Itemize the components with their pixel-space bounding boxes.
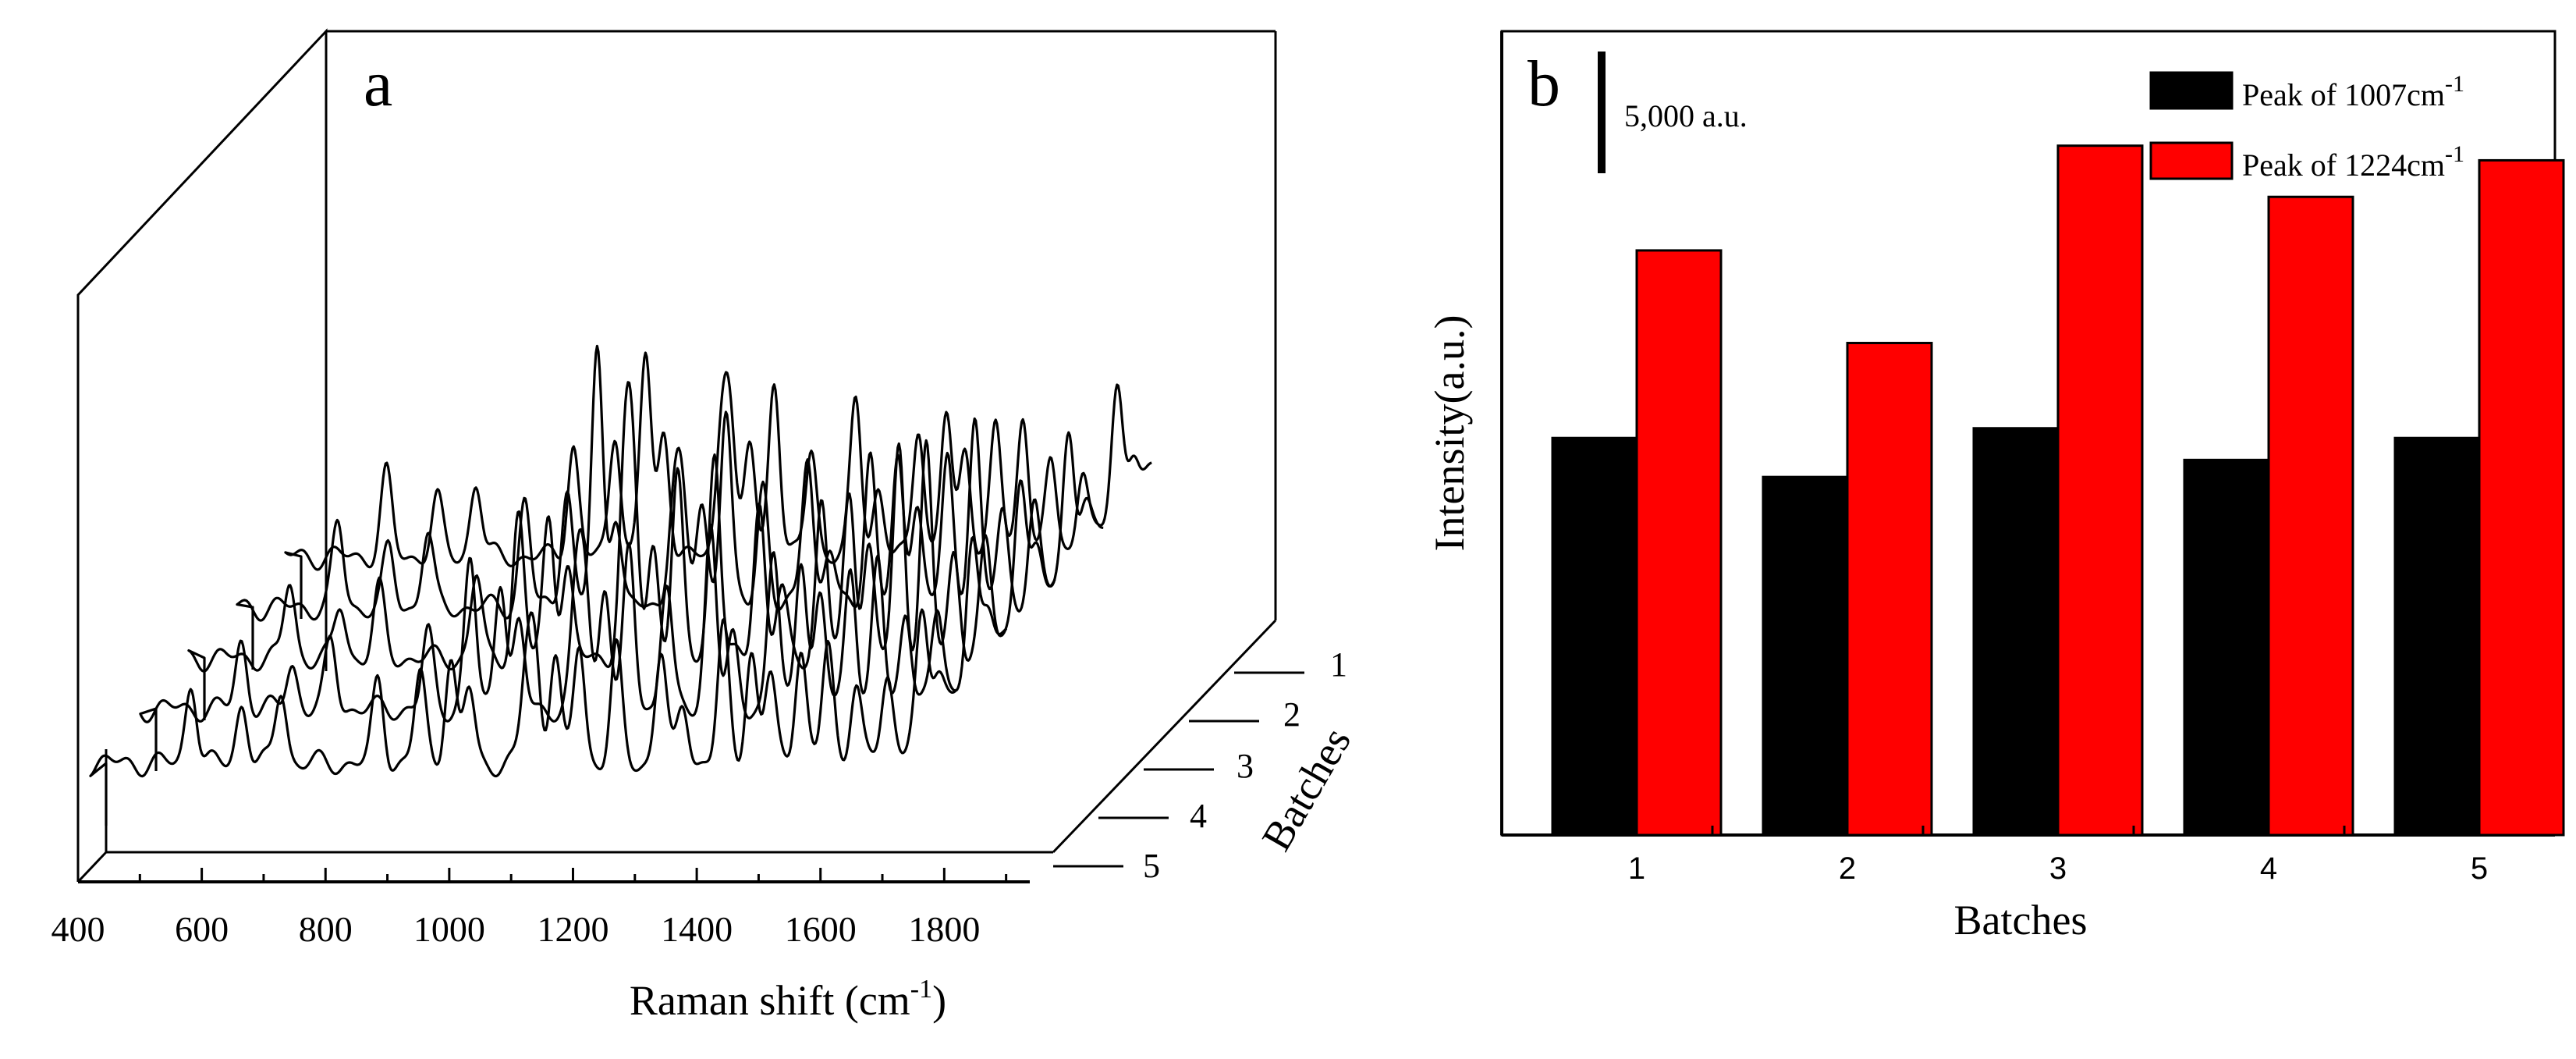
- panel-b-bar-chart: 1 2 3 4 5 b 5,000 a.u. Peak of 1007cm-1 Peak…: [1426, 30, 2565, 944]
- bar-1224-batch-4: [2267, 195, 2354, 837]
- x-tick-label: 600: [175, 909, 229, 949]
- b-x-tick-label: 4: [2260, 851, 2277, 886]
- bar-1224-batch-1: [1635, 249, 1723, 837]
- depth-tick-label: 1: [1330, 645, 1347, 684]
- panel-b-label: b: [1528, 48, 1560, 120]
- bars: [1551, 144, 2565, 837]
- frame-floor-left: [76, 851, 108, 883]
- depth-tick-label: 4: [1190, 797, 1207, 835]
- frame-floor-right: [1052, 619, 1277, 854]
- x-tick-label: 1800: [908, 909, 980, 949]
- depth-tick-label: 5: [1143, 847, 1160, 885]
- depth-axis-title: Batches: [1253, 720, 1360, 858]
- bar-1007-batch-1: [1551, 436, 1638, 837]
- x-axis-ticks: 400 600 800 1000 1200 1400 1600 1800: [51, 868, 1008, 949]
- bar-1007-batch-5: [2393, 436, 2481, 837]
- legend-swatch-1007: [2149, 71, 2234, 110]
- legend-swatch-1224: [2149, 141, 2234, 180]
- bar-1224-batch-5: [2478, 158, 2565, 837]
- b-x-tick-label: 5: [2471, 851, 2488, 886]
- scale-bar-label: 5,000 a.u.: [1624, 98, 1747, 133]
- x-tick-label: 800: [299, 909, 353, 949]
- x-axis-title: Raman shift (cm-1): [630, 975, 946, 1024]
- spectrum-line-batch-2: [236, 344, 1104, 670]
- bar-1007-batch-4: [2183, 458, 2270, 837]
- b-y-axis-title: Intensity(a.u.): [1426, 315, 1473, 552]
- x-tick-label: 1400: [661, 909, 733, 949]
- frame-back-left: [76, 28, 328, 882]
- x-tick-label: 1600: [785, 909, 857, 949]
- x-tick-label: 1000: [413, 909, 485, 949]
- x-tick-label: 400: [51, 909, 105, 949]
- depth-tick-label: 2: [1283, 695, 1300, 734]
- panel-a-label: a: [364, 48, 392, 120]
- legend-label-1007: Peak of 1007cm-1: [2242, 71, 2464, 112]
- b-x-axis-title: Batches: [1954, 897, 2088, 944]
- depth-tick-label: 3: [1237, 747, 1254, 785]
- b-x-tick-label: 3: [2049, 851, 2067, 886]
- legend-label-1224: Peak of 1224cm-1: [2242, 141, 2464, 183]
- b-x-axis-ticks: 1 2 3 4 5: [1628, 821, 2488, 886]
- b-x-tick-label: 1: [1628, 851, 1645, 886]
- spectrum-line-batch-5: [89, 608, 958, 826]
- bar-1007-batch-3: [1972, 427, 2060, 837]
- x-tick-label: 1200: [537, 909, 609, 949]
- b-x-tick-label: 2: [1839, 851, 1856, 886]
- bar-1224-batch-3: [2056, 144, 2144, 837]
- bar-1224-batch-2: [1846, 342, 1933, 837]
- legend: Peak of 1007cm-1 Peak of 1224cm-1: [2149, 71, 2464, 183]
- spectra-series: [89, 344, 1152, 826]
- bar-1007-batch-2: [1762, 475, 1849, 837]
